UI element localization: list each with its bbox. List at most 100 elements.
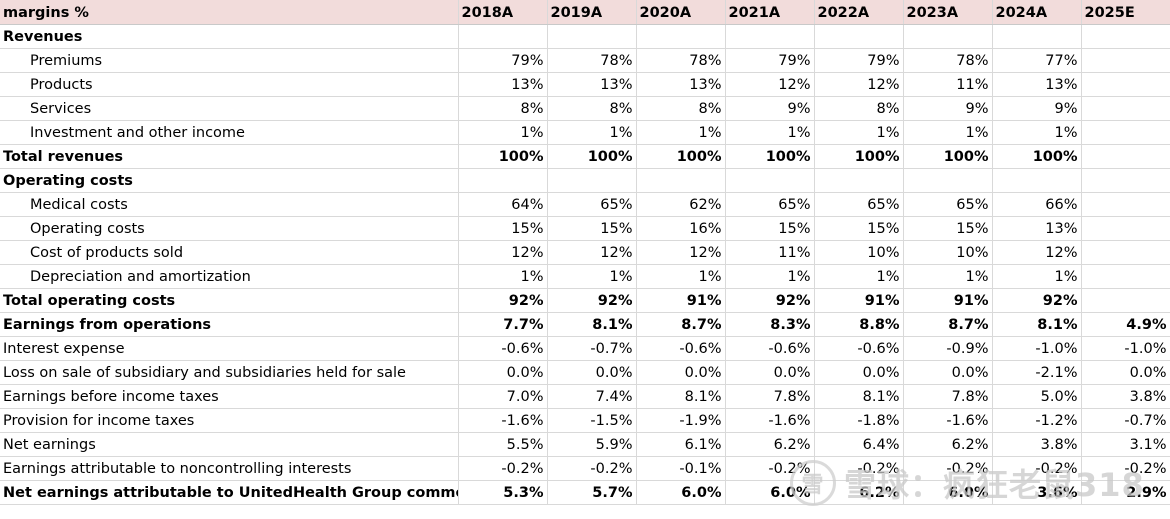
value-cell[interactable]: 12% (636, 240, 726, 265)
value-cell[interactable]: 15% (547, 216, 637, 241)
value-cell[interactable]: 92% (547, 288, 637, 313)
value-cell[interactable] (903, 168, 993, 193)
row-label-cell[interactable]: Services (0, 96, 459, 121)
value-cell[interactable]: 8% (636, 96, 726, 121)
row-label-cell[interactable]: Earnings attributable to noncontrolling … (0, 456, 459, 481)
value-cell[interactable]: 65% (814, 192, 904, 217)
value-cell[interactable]: 1% (547, 120, 637, 145)
value-cell[interactable]: 15% (725, 216, 815, 241)
value-cell[interactable]: -1.0% (1081, 336, 1170, 361)
value-cell[interactable]: 5.5% (458, 432, 548, 457)
row-label-cell[interactable]: Loss on sale of subsidiary and subsidiar… (0, 360, 459, 385)
value-cell[interactable]: -1.5% (547, 408, 637, 433)
value-cell[interactable]: 1% (636, 264, 726, 289)
value-cell[interactable] (903, 24, 993, 49)
value-cell[interactable]: 10% (903, 240, 993, 265)
value-cell[interactable]: 15% (903, 216, 993, 241)
value-cell[interactable]: 15% (814, 216, 904, 241)
value-cell[interactable]: 1% (814, 120, 904, 145)
value-cell[interactable]: 1% (636, 120, 726, 145)
value-cell[interactable]: 100% (903, 144, 993, 169)
value-cell[interactable]: -1.8% (814, 408, 904, 433)
year-header-2024[interactable]: 2024A (992, 0, 1082, 25)
header-label-cell[interactable]: margins % (0, 0, 459, 25)
value-cell[interactable]: -1.6% (725, 408, 815, 433)
value-cell[interactable]: 12% (992, 240, 1082, 265)
value-cell[interactable] (1081, 168, 1170, 193)
value-cell[interactable]: 6.2% (903, 432, 993, 457)
value-cell[interactable]: 5.9% (547, 432, 637, 457)
value-cell[interactable]: 1% (992, 120, 1082, 145)
value-cell[interactable]: -0.2% (992, 456, 1082, 481)
value-cell[interactable] (636, 24, 726, 49)
value-cell[interactable]: 91% (636, 288, 726, 313)
value-cell[interactable] (1081, 240, 1170, 265)
value-cell[interactable]: 3.8% (1081, 384, 1170, 409)
value-cell[interactable] (725, 168, 815, 193)
value-cell[interactable]: 92% (992, 288, 1082, 313)
value-cell[interactable]: 0.0% (725, 360, 815, 385)
value-cell[interactable]: 7.7% (458, 312, 548, 337)
value-cell[interactable]: 9% (992, 96, 1082, 121)
value-cell[interactable]: 11% (725, 240, 815, 265)
value-cell[interactable]: 91% (814, 288, 904, 313)
value-cell[interactable] (458, 24, 548, 49)
value-cell[interactable] (1081, 120, 1170, 145)
value-cell[interactable]: -1.6% (458, 408, 548, 433)
value-cell[interactable]: -0.6% (725, 336, 815, 361)
value-cell[interactable]: 8.1% (992, 312, 1082, 337)
year-header-2019[interactable]: 2019A (547, 0, 637, 25)
value-cell[interactable] (814, 168, 904, 193)
value-cell[interactable]: 12% (725, 72, 815, 97)
value-cell[interactable] (1081, 288, 1170, 313)
value-cell[interactable]: -0.9% (903, 336, 993, 361)
value-cell[interactable]: 4.9% (1081, 312, 1170, 337)
value-cell[interactable]: -0.7% (547, 336, 637, 361)
value-cell[interactable]: -0.2% (1081, 456, 1170, 481)
value-cell[interactable]: 1% (458, 120, 548, 145)
row-label-cell[interactable]: Operating costs (0, 168, 459, 193)
value-cell[interactable]: -1.6% (903, 408, 993, 433)
value-cell[interactable]: 7.8% (725, 384, 815, 409)
value-cell[interactable] (992, 24, 1082, 49)
value-cell[interactable]: 13% (992, 216, 1082, 241)
value-cell[interactable]: 7.8% (903, 384, 993, 409)
value-cell[interactable]: 0.0% (547, 360, 637, 385)
value-cell[interactable] (1081, 48, 1170, 73)
value-cell[interactable]: 11% (903, 72, 993, 97)
value-cell[interactable]: -0.1% (636, 456, 726, 481)
value-cell[interactable]: 6.0% (725, 480, 815, 505)
value-cell[interactable]: 1% (903, 120, 993, 145)
value-cell[interactable]: 9% (725, 96, 815, 121)
value-cell[interactable]: 77% (992, 48, 1082, 73)
value-cell[interactable]: 8% (458, 96, 548, 121)
row-label-cell[interactable]: Total operating costs (0, 288, 459, 313)
value-cell[interactable] (1081, 144, 1170, 169)
value-cell[interactable]: 0.0% (1081, 360, 1170, 385)
row-label-cell[interactable]: Medical costs (0, 192, 459, 217)
value-cell[interactable]: 8.1% (636, 384, 726, 409)
row-label-cell[interactable]: Premiums (0, 48, 459, 73)
value-cell[interactable]: -1.9% (636, 408, 726, 433)
row-label-cell[interactable]: Provision for income taxes (0, 408, 459, 433)
value-cell[interactable]: 12% (458, 240, 548, 265)
value-cell[interactable]: -2.1% (992, 360, 1082, 385)
value-cell[interactable]: 10% (814, 240, 904, 265)
value-cell[interactable]: 1% (814, 264, 904, 289)
value-cell[interactable] (814, 24, 904, 49)
row-label-cell[interactable]: Earnings from operations (0, 312, 459, 337)
value-cell[interactable]: 8.7% (636, 312, 726, 337)
value-cell[interactable]: 100% (725, 144, 815, 169)
value-cell[interactable]: 64% (458, 192, 548, 217)
value-cell[interactable]: -0.2% (903, 456, 993, 481)
value-cell[interactable]: -0.2% (458, 456, 548, 481)
value-cell[interactable] (1081, 96, 1170, 121)
value-cell[interactable]: 9% (903, 96, 993, 121)
value-cell[interactable]: 6.2% (725, 432, 815, 457)
value-cell[interactable] (1081, 24, 1170, 49)
value-cell[interactable]: 0.0% (458, 360, 548, 385)
value-cell[interactable]: 79% (814, 48, 904, 73)
value-cell[interactable]: 6.4% (814, 432, 904, 457)
value-cell[interactable]: 7.4% (547, 384, 637, 409)
value-cell[interactable]: 6.1% (636, 432, 726, 457)
